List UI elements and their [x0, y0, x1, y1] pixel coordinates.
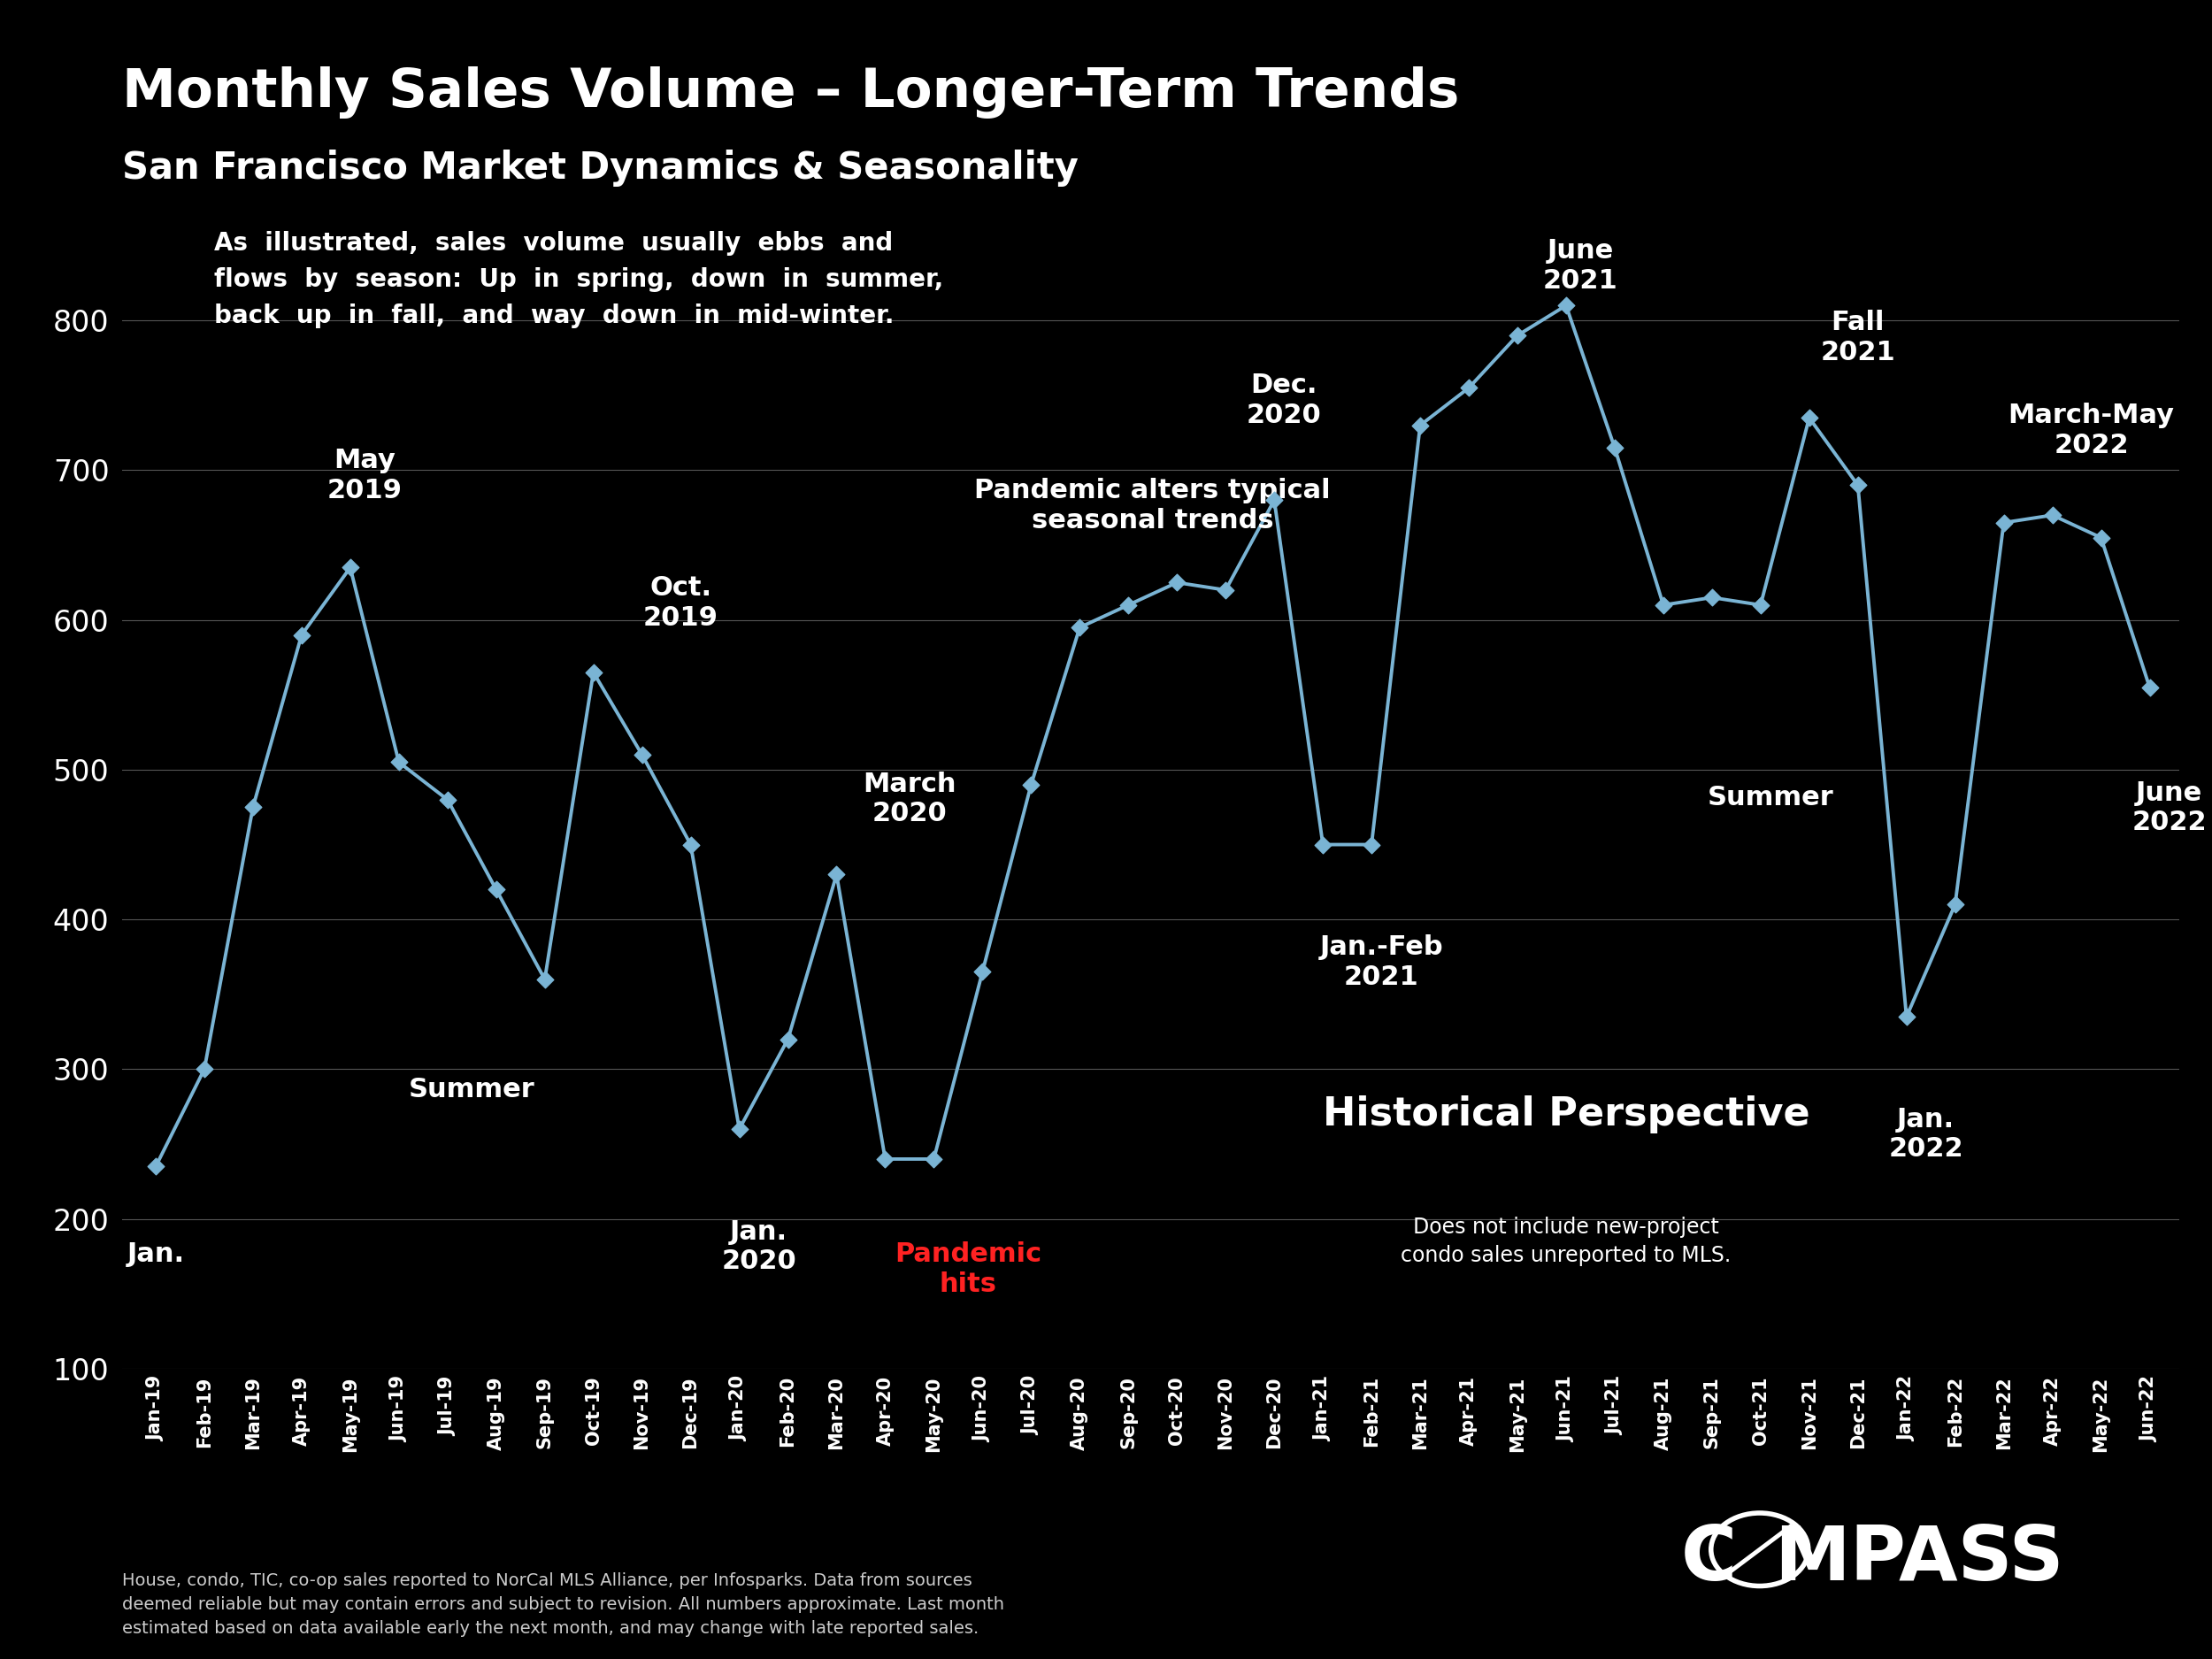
Text: As  illustrated,  sales  volume  usually  ebbs  and
flows  by  season:  Up  in  : As illustrated, sales volume usually ebb… [215, 231, 942, 328]
Point [1110, 592, 1146, 619]
Point [1548, 292, 1584, 319]
Point [1597, 435, 1632, 461]
Text: San Francisco Market Dynamics & Seasonality: San Francisco Market Dynamics & Seasonal… [122, 149, 1077, 186]
Text: March-May
2022: March-May 2022 [2008, 403, 2174, 458]
Point [1305, 831, 1340, 858]
Point [283, 622, 319, 649]
Point [1451, 375, 1486, 401]
Point [526, 966, 562, 992]
Text: Summer: Summer [1708, 785, 1834, 810]
Point [672, 831, 708, 858]
Point [2084, 524, 2119, 551]
Point [186, 1055, 221, 1082]
Text: June
2022: June 2022 [2132, 780, 2208, 836]
Point [2035, 503, 2070, 529]
Text: Jan.
2020: Jan. 2020 [721, 1219, 796, 1274]
Text: Pandemic
hits: Pandemic hits [894, 1241, 1042, 1297]
Point [1013, 771, 1048, 798]
Point [2132, 674, 2168, 700]
Point [770, 1025, 805, 1052]
Point [1694, 584, 1730, 611]
Point [1986, 509, 2022, 536]
Text: Oct.
2019: Oct. 2019 [644, 576, 719, 630]
Point [1500, 322, 1535, 348]
Text: Monthly Sales Volume – Longer-Term Trends: Monthly Sales Volume – Longer-Term Trend… [122, 66, 1460, 118]
Point [818, 861, 854, 888]
Point [916, 1146, 951, 1173]
Text: MPASS: MPASS [1774, 1523, 2064, 1596]
Point [234, 795, 270, 821]
Point [1208, 577, 1243, 604]
Point [964, 959, 1000, 985]
Point [1743, 592, 1778, 619]
Point [1646, 592, 1681, 619]
Text: House, condo, TIC, co-op sales reported to NorCal MLS Alliance, per Infosparks. : House, condo, TIC, co-op sales reported … [122, 1573, 1004, 1636]
Point [1840, 471, 1876, 498]
Point [1354, 831, 1389, 858]
Point [1402, 411, 1438, 438]
Text: March
2020: March 2020 [863, 771, 956, 826]
Point [1889, 1004, 1924, 1030]
Point [1159, 569, 1194, 596]
Text: Summer: Summer [409, 1077, 535, 1102]
Point [332, 554, 367, 581]
Text: C: C [1681, 1523, 1736, 1596]
Point [429, 786, 465, 813]
Text: Fall
2021: Fall 2021 [1820, 310, 1896, 365]
Point [478, 876, 513, 902]
Text: Historical Perspective: Historical Perspective [1323, 1095, 1809, 1133]
Point [575, 659, 611, 685]
Text: Dec.
2020: Dec. 2020 [1248, 373, 1321, 428]
Text: Does not include new-project
condo sales unreported to MLS.: Does not include new-project condo sales… [1400, 1216, 1732, 1266]
Point [1062, 614, 1097, 640]
Point [1256, 486, 1292, 513]
Point [867, 1146, 902, 1173]
Text: Jan.-Feb
2021: Jan.-Feb 2021 [1321, 934, 1442, 990]
Point [1792, 405, 1827, 431]
Text: Pandemic alters typical
seasonal trends: Pandemic alters typical seasonal trends [975, 478, 1332, 533]
Point [137, 1153, 173, 1180]
Text: Jan.
2022: Jan. 2022 [1889, 1107, 1964, 1161]
Text: June
2021: June 2021 [1544, 239, 1619, 294]
Point [624, 742, 659, 768]
Point [721, 1117, 757, 1143]
Text: Jan.: Jan. [126, 1241, 184, 1267]
Text: May
2019: May 2019 [327, 448, 403, 503]
Point [1938, 891, 1973, 917]
Point [380, 748, 416, 775]
